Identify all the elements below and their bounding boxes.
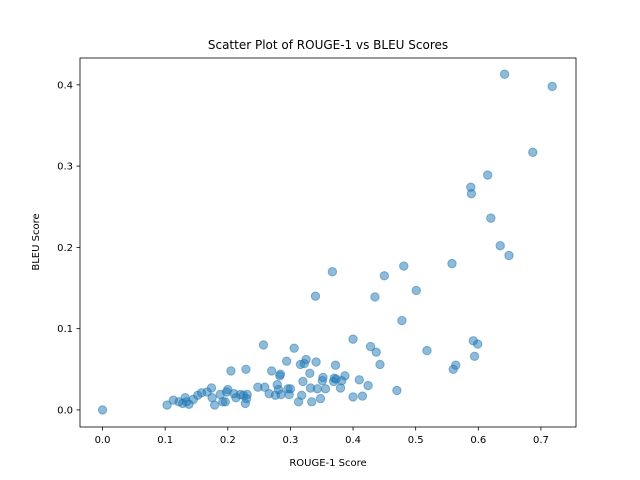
y-tick-label: 0.3 (57, 162, 73, 173)
data-point (392, 385, 402, 396)
data-point (266, 366, 277, 376)
data-point (354, 375, 365, 385)
data-point (547, 81, 557, 92)
data-point (399, 261, 409, 271)
x-tick-label: 0.5 (408, 435, 424, 446)
data-point (258, 340, 269, 350)
data-point (311, 357, 321, 367)
data-point (307, 397, 317, 407)
data-point (363, 380, 373, 391)
data-point (422, 345, 432, 356)
chart-title: Scatter Plot of ROUGE-1 vs BLEU Scores (208, 38, 448, 52)
data-point (486, 213, 496, 223)
data-point (397, 315, 407, 326)
data-point (495, 241, 505, 251)
data-point (466, 189, 477, 199)
data-point (318, 372, 328, 383)
data-point (285, 384, 296, 394)
x-tick-label: 0.6 (470, 435, 486, 446)
x-axis-title: ROUGE-1 Score (289, 458, 366, 469)
data-point (220, 397, 230, 407)
data-point (340, 371, 350, 381)
data-point (370, 292, 380, 302)
data-point (320, 384, 331, 394)
data-point (348, 334, 358, 344)
plot-area (97, 69, 557, 415)
data-point (310, 291, 321, 301)
data-point (281, 356, 292, 366)
data-point (528, 147, 538, 157)
x-tick-label: 0.1 (157, 435, 173, 446)
data-point (275, 369, 286, 379)
data-point (330, 360, 341, 370)
data-point (348, 392, 358, 402)
x-tick-label: 0.3 (282, 435, 298, 446)
data-point (447, 258, 457, 269)
data-point (499, 69, 510, 79)
data-point (315, 393, 326, 404)
data-point (504, 250, 514, 261)
data-point (451, 360, 461, 370)
y-tick-label: 0.4 (57, 80, 73, 91)
data-point (226, 366, 236, 376)
data-point (276, 389, 286, 400)
x-tick-label: 0.7 (533, 435, 549, 446)
data-point (301, 354, 311, 365)
y-axis: 0.0 0.1 0.2 0.3 0.4 (57, 80, 80, 416)
x-axis: 0.0 0.1 0.2 0.3 0.4 0.5 0.6 0.7 (95, 427, 549, 446)
y-tick-label: 0.1 (57, 324, 73, 335)
x-tick-label: 0.2 (220, 435, 236, 446)
data-point (297, 390, 307, 400)
x-tick-label: 0.0 (95, 435, 111, 446)
data-point (206, 383, 217, 393)
data-point (469, 351, 480, 361)
data-point (260, 382, 270, 392)
data-point (289, 343, 299, 353)
y-axis-title: BLEU Score (31, 213, 42, 270)
data-point (241, 364, 251, 374)
data-point (371, 347, 381, 357)
y-tick-label: 0.2 (57, 243, 73, 254)
data-point (357, 391, 368, 401)
data-point (379, 271, 390, 281)
data-point (375, 359, 385, 370)
data-point (305, 368, 315, 379)
x-tick-label: 0.4 (345, 435, 361, 446)
y-tick-label: 0.0 (57, 405, 73, 416)
data-point (411, 285, 421, 296)
data-point (365, 341, 376, 352)
data-point (327, 267, 338, 277)
axes-frame (79, 57, 577, 428)
data-point (298, 376, 308, 387)
data-point (242, 389, 252, 400)
data-point (472, 339, 483, 349)
data-point (312, 384, 323, 394)
data-point (483, 170, 493, 180)
data-point (162, 400, 172, 410)
data-point (97, 405, 108, 415)
data-point (209, 400, 220, 410)
